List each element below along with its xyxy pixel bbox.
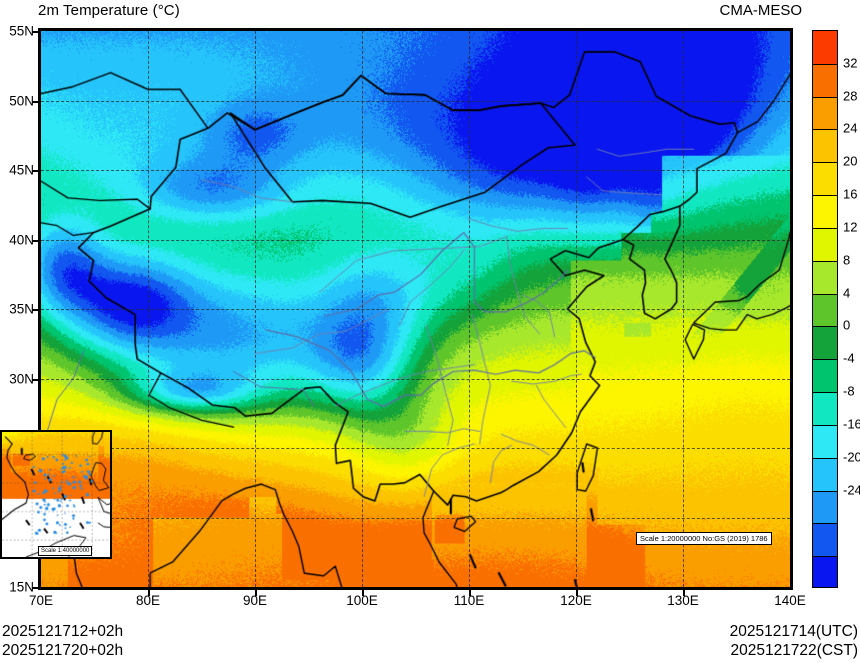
latitude-tick-label: 45N xyxy=(9,162,34,178)
longitude-tick-label: 140E xyxy=(774,593,806,608)
footer-right-line1: 2025121714(UTC) xyxy=(729,623,858,640)
colorbar-segment xyxy=(813,457,837,492)
colorbar-segment xyxy=(813,195,837,229)
colorbar-segment xyxy=(813,96,837,131)
colorbar-divider xyxy=(813,260,837,262)
longitude-tick-label: 70E xyxy=(28,593,54,608)
latitude-tick-label: 35N xyxy=(9,301,34,317)
longitude-tick-mark xyxy=(469,590,471,596)
colorbar-segment xyxy=(813,359,837,393)
latitude-tick-mark xyxy=(32,378,38,381)
latitude-tick-mark xyxy=(32,100,38,103)
colorbar-segment xyxy=(813,227,837,262)
footer-right-line2: 2025121722(CST) xyxy=(730,642,858,659)
model-label: CMA-MESO xyxy=(719,2,803,19)
colorbar-divider xyxy=(813,523,837,525)
colorbar-tick-label: 24 xyxy=(843,120,858,136)
longitude-tick-label: 90E xyxy=(242,593,268,608)
colorbar-segment xyxy=(813,31,837,65)
inset-map-canvas xyxy=(2,432,110,557)
colorbar-tick-label: -8 xyxy=(843,383,855,399)
colorbar-divider xyxy=(813,457,837,459)
colorbar-segment xyxy=(813,162,837,196)
inset-scale-text: Scale 1:40000000 xyxy=(38,546,93,556)
colorbar-tick-label: -24 xyxy=(843,482,860,498)
latitude-tick-label: 55N xyxy=(9,23,34,39)
footer-left-line2: 2025121720+02h xyxy=(2,642,124,659)
colorbar-tick-label: 20 xyxy=(843,153,858,169)
colorbar-divider xyxy=(813,359,837,361)
colorbar-divider xyxy=(813,556,837,558)
colorbar-tick-label: 8 xyxy=(843,252,851,268)
colorbar-segment xyxy=(813,129,837,163)
colorbar-divider xyxy=(813,129,837,131)
colorbar-divider xyxy=(813,96,837,98)
longitude-tick-label: 130E xyxy=(667,593,699,608)
colorbar-tick-label: 28 xyxy=(843,88,858,104)
longitude-tick-label: 110E xyxy=(453,593,485,608)
longitude-tick-mark xyxy=(362,590,364,596)
longitude-tick-mark xyxy=(148,590,150,596)
colorbar-divider xyxy=(813,63,837,65)
colorbar-segment xyxy=(813,523,837,557)
colorbar-divider xyxy=(813,392,837,394)
colorbar-tick-label: 32 xyxy=(843,55,858,71)
colorbar-segment xyxy=(813,490,837,524)
colorbar-segment xyxy=(813,293,837,327)
longitude-tick-mark xyxy=(683,590,685,596)
footer-left: 2025121712+02h 2025121720+02h xyxy=(2,622,123,660)
colorbar-segment xyxy=(813,424,837,459)
south-china-sea-inset-map[interactable]: Scale 1:40000000 xyxy=(0,430,112,559)
colorbar-segment xyxy=(813,260,837,295)
page-title: 2m Temperature (°C) xyxy=(38,2,180,19)
latitude-tick-mark xyxy=(32,31,38,33)
map-scale-text: Scale 1:20000000 No:GS (2019) 1786 xyxy=(636,532,772,545)
colorbar-tick-label: -16 xyxy=(843,416,860,432)
colorbar-tick-label: 16 xyxy=(843,186,858,202)
temperature-field-canvas xyxy=(41,31,790,587)
latitude-tick-mark xyxy=(32,239,38,242)
colorbar-divider xyxy=(813,195,837,197)
longitude-tick-mark xyxy=(576,590,578,596)
map-plot-area[interactable] xyxy=(38,28,793,590)
colorbar-divider xyxy=(813,293,837,295)
colorbar-segment xyxy=(813,556,837,587)
latitude-tick-mark xyxy=(32,309,38,311)
colorbar-divider xyxy=(813,424,837,426)
colorbar-tick-label: 12 xyxy=(843,219,858,235)
latitude-tick-label: 40N xyxy=(9,232,34,247)
longitude-tick-label: 120E xyxy=(560,593,592,608)
footer-left-line1: 2025121712+02h xyxy=(2,623,124,640)
colorbar-tick-label: -20 xyxy=(843,449,860,465)
longitude-tick-mark xyxy=(255,590,257,596)
longitude-tick-label: 80E xyxy=(135,593,161,608)
colorbar-segment xyxy=(813,392,837,426)
colorbar-gradient xyxy=(812,30,838,588)
colorbar-segment xyxy=(813,63,837,98)
colorbar-tick-label: -4 xyxy=(843,350,855,366)
colorbar-divider xyxy=(813,490,837,492)
colorbar-divider xyxy=(813,162,837,164)
colorbar-divider xyxy=(813,227,837,229)
colorbar-divider xyxy=(813,326,837,328)
latitude-tick-label: 50N xyxy=(9,93,34,108)
colorbar: 32 28 24 20 16 12 8 4 0 -4 -8 -16 -20 -24 xyxy=(812,30,860,588)
colorbar-tick-label: 4 xyxy=(843,285,851,301)
longitude-tick-label: 100E xyxy=(346,593,378,608)
latitude-tick-mark xyxy=(32,587,38,589)
colorbar-tick-label: 0 xyxy=(843,317,851,333)
footer-right: 2025121714(UTC) 2025121722(CST) xyxy=(730,622,858,660)
latitude-tick-label: 15N xyxy=(9,579,34,595)
latitude-tick-mark xyxy=(32,170,38,172)
latitude-tick-label: 30N xyxy=(9,371,34,386)
colorbar-segment xyxy=(813,326,837,360)
